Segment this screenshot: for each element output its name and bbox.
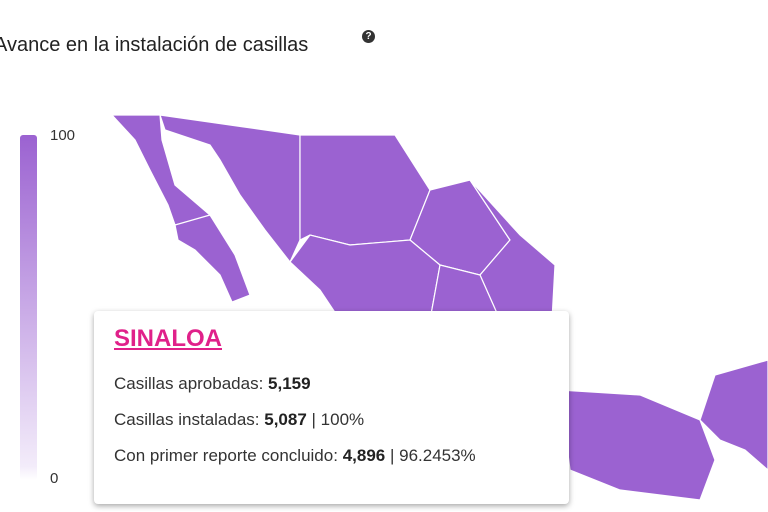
- state-tooltip: SINALOA Casillas aprobadas: 5,159 Casill…: [94, 311, 569, 504]
- legend-min: 0: [50, 470, 59, 487]
- page-title: Avance en la instalación de casillas: [0, 34, 309, 56]
- state-baja-california-sur: [174, 214, 251, 303]
- approved-label: Casillas aprobadas:: [114, 374, 264, 393]
- report-pct: | 96.2453%: [389, 446, 476, 465]
- state-southern: [559, 389, 716, 501]
- report-label: Con primer reporte concluido:: [114, 446, 338, 465]
- state-yucatan-peninsula: [699, 359, 768, 471]
- color-scale-legend: [20, 135, 37, 480]
- installed-row: Casillas instaladas: 5,087 | 100%: [114, 410, 364, 430]
- report-value: 4,896: [342, 446, 386, 465]
- installed-pct: | 100%: [311, 410, 365, 429]
- state-sinaloa-durango: [289, 234, 441, 321]
- approved-row: Casillas aprobadas: 5,159: [114, 374, 311, 394]
- report-row: Con primer reporte concluido: 4,896 | 96…: [114, 446, 476, 466]
- approved-value: 5,159: [268, 374, 311, 393]
- state-name-link[interactable]: SINALOA: [114, 325, 222, 352]
- state-chihuahua: [299, 134, 431, 246]
- installed-value: 5,087: [264, 410, 307, 429]
- installed-label: Casillas instaladas:: [114, 410, 260, 429]
- question-circle-icon[interactable]: ?: [362, 30, 375, 43]
- legend-max: 100: [50, 127, 76, 144]
